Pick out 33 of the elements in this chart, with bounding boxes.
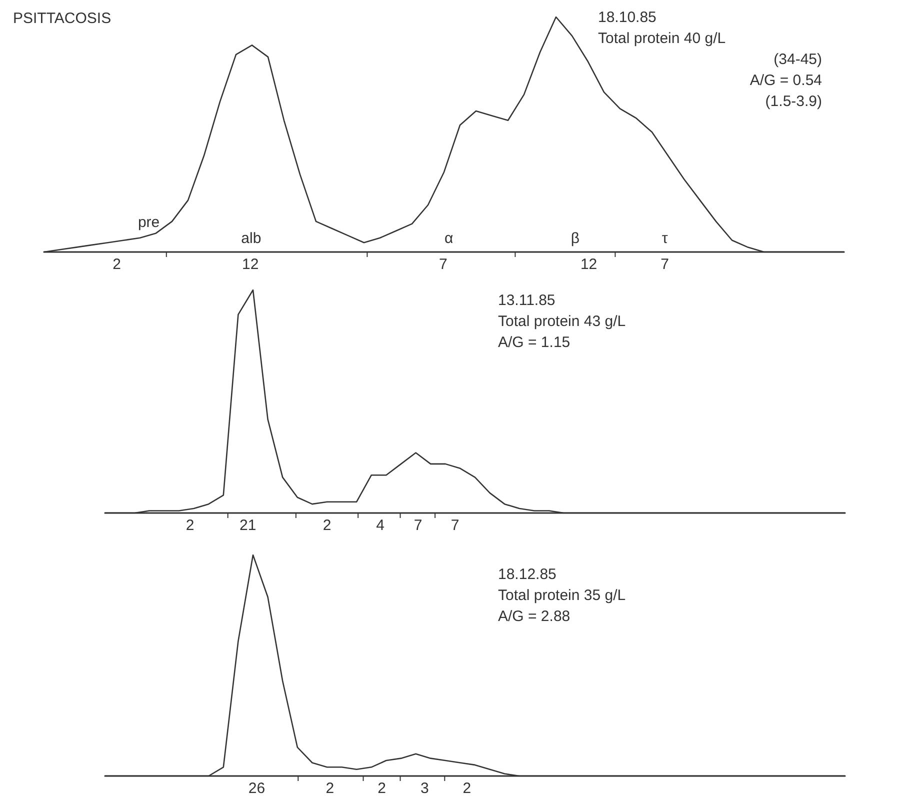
text: 4 <box>376 517 384 534</box>
annotation: β <box>570 230 580 247</box>
text: 21 <box>239 517 256 534</box>
text: 2 <box>112 256 121 273</box>
annotation: (34-45) <box>774 51 822 68</box>
annotation: 13.11.85 <box>498 292 556 309</box>
annotation: τ <box>662 230 668 247</box>
annotation: 18.12.85 <box>498 566 556 583</box>
text: 7 <box>660 256 669 273</box>
text: 12 <box>580 256 598 273</box>
annotation: Total protein 43 g/L <box>498 313 626 330</box>
text: 3 <box>420 780 429 797</box>
annotation: (1.5-3.9) <box>765 93 822 110</box>
annotation: A/G = 2.88 <box>498 608 570 625</box>
text: 7 <box>450 517 460 534</box>
annotation: α <box>444 230 454 247</box>
text: 2 <box>322 517 332 534</box>
text: 12 <box>242 256 259 273</box>
text: 26 <box>248 780 266 797</box>
annotation: A/G = 1.15 <box>498 334 570 351</box>
text: 2 <box>462 780 472 797</box>
annotation: pre <box>138 214 160 231</box>
annotation: Total protein 35 g/L <box>498 587 626 604</box>
annotation: A/G = 0.54 <box>750 72 822 89</box>
annotation: alb <box>241 230 262 247</box>
annotation: Total protein 40 g/L <box>598 30 726 47</box>
text: 7 <box>414 517 422 534</box>
text: 2 <box>186 517 194 534</box>
chart-title: PSITTACOSIS <box>13 10 112 27</box>
text: 2 <box>378 780 386 797</box>
text: 2 <box>326 780 334 797</box>
text: 7 <box>439 256 448 273</box>
annotation: 18.10.85 <box>598 9 656 26</box>
